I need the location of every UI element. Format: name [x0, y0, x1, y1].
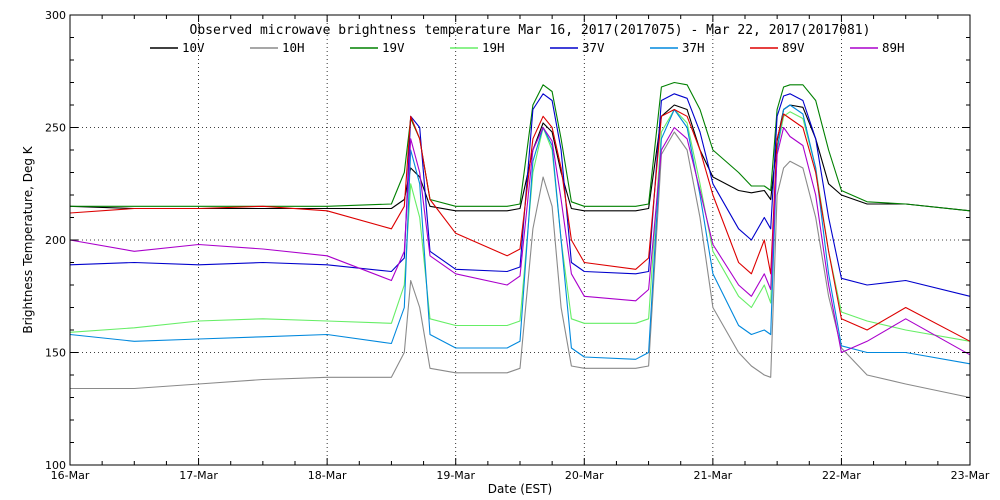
x-axis-label: Date (EST) — [488, 482, 552, 496]
y-axis-label: Brightness Temperature, Deg K — [21, 145, 35, 333]
y-tick-label: 300 — [45, 9, 66, 22]
legend-label-89v: 89V — [782, 40, 805, 55]
series-line-89v — [69, 108, 971, 342]
grid-lines — [70, 15, 970, 465]
x-tick-label: 21-Mar — [693, 469, 732, 482]
legend-label-19v: 19V — [382, 40, 405, 55]
x-tick-label: 20-Mar — [565, 469, 604, 482]
x-tick-label: 19-Mar — [436, 469, 475, 482]
y-tick-label: 150 — [45, 347, 66, 360]
x-tick-label: 17-Mar — [179, 469, 218, 482]
series-line-10h — [70, 131, 971, 399]
series-line-10v — [69, 104, 971, 212]
legend-label-19h: 19H — [482, 40, 505, 55]
series-line-89h — [69, 126, 971, 356]
x-tick-label: 16-Mar — [51, 469, 90, 482]
series-line-19v — [70, 81, 971, 212]
legend-label-10h: 10H — [282, 40, 305, 55]
y-tick-label: 250 — [45, 122, 66, 135]
legend-label-37h: 37H — [682, 40, 705, 55]
legend: 10V 10H 19V 19H 37V 37H 89V 89H — [150, 40, 905, 55]
x-axis-ticks: 16-Mar 17-Mar 18-Mar 19-Mar 20-Mar 21-Mar 22-M… — [51, 15, 990, 482]
legend-label-10v: 10V — [182, 40, 205, 55]
series-lines — [69, 81, 971, 399]
x-tick-label: 22-Mar — [822, 469, 861, 482]
y-tick-label: 100 — [45, 459, 66, 472]
y-tick-label: 200 — [45, 234, 66, 247]
legend-label-89h: 89H — [882, 40, 905, 55]
legend-label-37v: 37V — [582, 40, 605, 55]
chart-title: Observed microwave brightness temperatur… — [190, 23, 871, 38]
series-line-37v — [69, 93, 971, 297]
x-tick-label: 23-Mar — [951, 469, 990, 482]
series-line-19h — [69, 108, 971, 342]
y-axis-ticks: 100 150 200 250 300 — [45, 9, 970, 472]
series-line-37h — [69, 104, 971, 365]
x-tick-label: 18-Mar — [308, 469, 347, 482]
